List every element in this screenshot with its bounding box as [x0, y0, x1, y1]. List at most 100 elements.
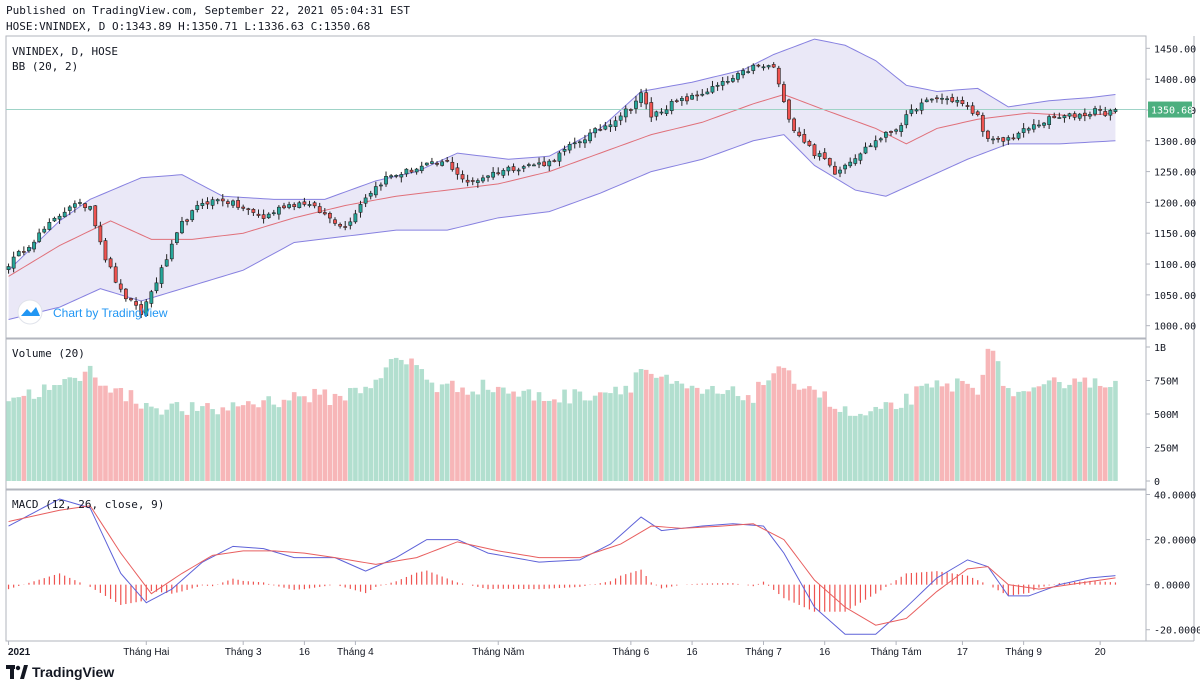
candle[interactable] — [261, 209, 266, 224]
candle[interactable] — [980, 112, 985, 137]
volume-bar[interactable] — [154, 408, 159, 481]
volume-bar[interactable] — [592, 395, 598, 481]
candle[interactable] — [266, 212, 271, 219]
volume-bar[interactable] — [256, 407, 261, 481]
volume-bar[interactable] — [1092, 378, 1098, 481]
volume-bar[interactable] — [1067, 384, 1072, 481]
candle[interactable] — [1062, 114, 1067, 123]
candle[interactable] — [241, 204, 246, 212]
volume-bar[interactable] — [21, 395, 27, 481]
volume-bar[interactable] — [960, 380, 965, 481]
volume-bar[interactable] — [302, 396, 307, 481]
volume-bar[interactable] — [608, 393, 613, 481]
volume-bar[interactable] — [1072, 378, 1077, 481]
volume-bar[interactable] — [623, 385, 629, 481]
volume-bar[interactable] — [31, 398, 37, 481]
volume-bar[interactable] — [399, 359, 404, 481]
volume-bar[interactable] — [1006, 388, 1011, 481]
candle[interactable] — [751, 63, 756, 75]
volume-bar[interactable] — [11, 397, 16, 481]
volume-bar[interactable] — [603, 392, 608, 481]
volume-bar[interactable] — [388, 359, 394, 481]
candle[interactable] — [32, 239, 36, 253]
volume-bar[interactable] — [164, 409, 169, 481]
candle[interactable] — [62, 207, 67, 218]
candle[interactable] — [878, 137, 883, 143]
candle[interactable] — [185, 218, 189, 226]
volume-bar[interactable] — [791, 383, 797, 481]
volume-bar[interactable] — [888, 402, 894, 481]
candle[interactable] — [343, 221, 348, 231]
volume-bar[interactable] — [113, 388, 118, 481]
volume-bar[interactable] — [761, 385, 766, 481]
candle[interactable] — [914, 108, 919, 114]
volume-bar[interactable] — [1016, 391, 1021, 481]
volume-bar[interactable] — [735, 396, 741, 481]
volume-bar[interactable] — [450, 380, 455, 481]
candle[interactable] — [741, 68, 745, 79]
candle[interactable] — [57, 213, 62, 224]
volume-bar[interactable] — [863, 415, 868, 481]
volume-bar[interactable] — [128, 390, 134, 481]
candle[interactable] — [470, 177, 475, 186]
volume-bar[interactable] — [220, 407, 226, 481]
volume-bar[interactable] — [200, 406, 205, 481]
candle[interactable] — [521, 164, 526, 173]
candle[interactable] — [317, 202, 322, 214]
candle[interactable] — [700, 89, 705, 97]
volume-bar[interactable] — [944, 383, 950, 481]
volume-bar[interactable] — [490, 392, 496, 481]
candle[interactable] — [919, 98, 924, 115]
candle[interactable] — [1082, 108, 1087, 122]
volume-bar[interactable] — [291, 392, 297, 481]
volume-bar[interactable] — [77, 380, 83, 481]
volume-bar[interactable] — [332, 393, 338, 481]
candle[interactable] — [506, 165, 511, 176]
volume-bar[interactable] — [1097, 385, 1103, 481]
volume-bar[interactable] — [985, 348, 991, 481]
candle[interactable] — [792, 117, 796, 133]
candle[interactable] — [639, 88, 643, 108]
candle[interactable] — [593, 127, 598, 138]
candle[interactable] — [83, 202, 87, 212]
candle[interactable] — [389, 174, 394, 180]
volume-bar[interactable] — [184, 414, 190, 481]
candle[interactable] — [904, 110, 909, 129]
candle[interactable] — [986, 129, 990, 142]
volume-bar[interactable] — [41, 384, 47, 481]
candle[interactable] — [465, 174, 470, 187]
volume-bar[interactable] — [1057, 382, 1062, 481]
volume-bar[interactable] — [47, 389, 52, 481]
volume-bar[interactable] — [822, 391, 827, 481]
candle[interactable] — [236, 196, 240, 210]
candle[interactable] — [409, 167, 414, 174]
volume-bar[interactable] — [771, 373, 776, 481]
candle[interactable] — [710, 80, 715, 94]
candle[interactable] — [37, 228, 42, 243]
volume-bar[interactable] — [965, 383, 970, 481]
candle[interactable] — [47, 218, 52, 231]
volume-bar[interactable] — [995, 361, 1001, 481]
volume-bar[interactable] — [36, 397, 42, 481]
volume-bar[interactable] — [179, 411, 185, 481]
volume-bar[interactable] — [654, 377, 659, 481]
candle[interactable] — [424, 162, 429, 167]
volume-bar[interactable] — [883, 402, 889, 481]
candle[interactable] — [838, 166, 842, 178]
volume-bar[interactable] — [618, 394, 623, 481]
candle[interactable] — [312, 200, 317, 209]
volume-bar[interactable] — [572, 389, 578, 481]
volume-bar[interactable] — [317, 394, 323, 481]
candle[interactable] — [496, 167, 501, 176]
candle[interactable] — [88, 205, 93, 212]
candle[interactable] — [567, 141, 572, 154]
candle[interactable] — [1021, 123, 1026, 138]
candle[interactable] — [654, 110, 659, 121]
candle[interactable] — [873, 135, 878, 151]
candle[interactable] — [322, 208, 327, 216]
candle[interactable] — [782, 81, 786, 104]
candle[interactable] — [1016, 131, 1021, 141]
candle[interactable] — [1031, 119, 1036, 133]
volume-bar[interactable] — [613, 386, 618, 481]
candle[interactable] — [1037, 119, 1041, 128]
